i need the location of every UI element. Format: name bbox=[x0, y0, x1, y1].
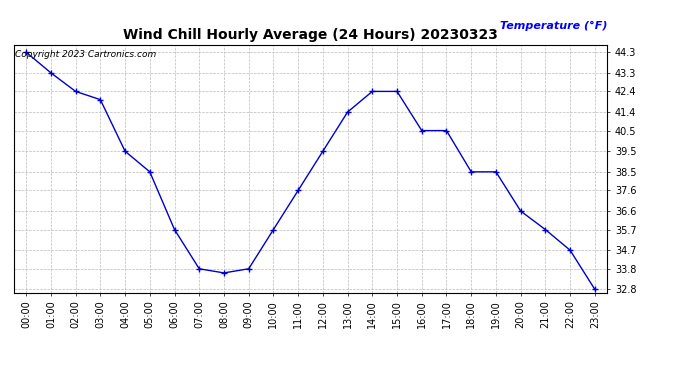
Text: Temperature (°F): Temperature (°F) bbox=[500, 21, 607, 32]
Text: Copyright 2023 Cartronics.com: Copyright 2023 Cartronics.com bbox=[15, 50, 156, 59]
Title: Wind Chill Hourly Average (24 Hours) 20230323: Wind Chill Hourly Average (24 Hours) 202… bbox=[123, 28, 498, 42]
